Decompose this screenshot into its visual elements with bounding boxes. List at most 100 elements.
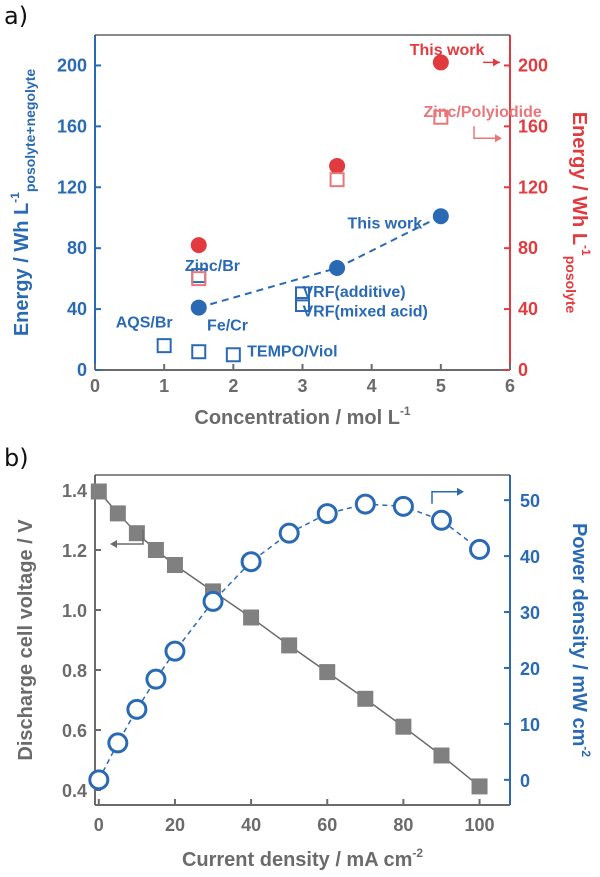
panel-b-left-tick-label: 1.2 [62,541,87,561]
panel-b-point-s1 [430,509,452,531]
panel-b-point-s1 [145,668,167,690]
panel-a-left-axis-title: Energy / Wh L-1posolyte+negolyte [8,69,38,337]
panel-a-left-tick-label: 120 [57,177,87,197]
panel-a-annotation-4: AQS/Br [116,314,173,331]
panel-a-right-tick-label: 120 [518,177,548,197]
panel-a-left-axis-title-sub: posolyte+negolyte [22,69,38,193]
panel-b-right-tick-label: 0 [520,771,530,791]
panel-b-point-s0 [395,718,412,735]
panel-b-point-s0 [319,664,336,681]
panel-b-right-tick-label: 20 [520,659,540,679]
panel-a-x-tick-label: 6 [505,376,515,396]
panel-a-point-s1 [191,344,207,360]
panel-b-arrow-power-head [457,487,464,496]
panel-b-x-tick-label: 20 [165,815,185,835]
panel-a-x-tick-label: 2 [228,376,238,396]
panel-a-point-s2 [190,237,207,254]
panel-a-point-s2 [432,54,449,71]
panel-a-arrow-this-work-head [493,58,500,67]
panel-a-right-axis-title-main: Energy / Wh L [568,112,590,245]
panel-a-point-s3 [191,271,207,287]
panel-a-label: a) [4,2,28,30]
panel-b-left-tick-label: 1.0 [62,601,87,621]
panel-b-point-s1 [164,640,186,662]
panel-b-point-s0 [147,542,164,558]
panel-a-x-tick-label: 4 [367,376,377,396]
panel-a-trend-line [198,215,442,309]
panel-a-annotation-1: Zinc/Polyiodide [424,104,542,121]
panel-a-right-tick-label: 40 [518,299,538,319]
panel-a-point-s3 [329,172,345,188]
panel-b-point-s0 [166,557,183,573]
panel-a-left-tick-label: 0 [77,360,87,380]
panel-a-annotation-3: Zinc/Br [185,258,240,275]
panel-b-arrow-power-shaft [431,491,458,504]
panel-b-x-tick-label: 80 [393,815,413,835]
panel-b-point-s1 [240,551,262,573]
panel-a-annotation-2: This work [347,215,422,232]
panel-b-point-s0 [281,637,298,654]
panel-b-point-s0 [471,778,488,795]
panel-a-arrow-polyiodide-shaft [473,126,498,139]
panel-b-right-tick-label: 40 [520,547,540,567]
panel-a-left-tick-label: 200 [57,55,87,75]
panel-b-point-s0 [357,690,374,707]
panel-b-left-tick-label: 0.4 [62,781,87,801]
panel-a-annotation-6: TEMPO/Viol [247,343,337,360]
panel-a-x-axis-title-sup: -1 [400,404,411,418]
panel-a-left-tick-label: 160 [57,116,87,136]
panel-b: b) 0 20 40 60 80 100 0.4 0.6 0.8 1.0 1.2 1.4 0 10 20 30 4… [4,444,593,871]
panel-b-right-axis-title-sup: -2 [579,746,593,757]
panel-a-point-s1 [156,338,172,354]
panel-b-right-tick-label: 10 [520,715,540,735]
panel-b-point-s0 [243,609,260,626]
panel-a-arrow-polyiodide-head [495,134,502,143]
panel-b-right-tick-label: 30 [520,603,540,623]
panel-b-x-tick-label: 40 [241,815,261,835]
panel-a-point-s0 [329,259,346,276]
panel-b-point-s0 [128,525,145,542]
panel-a-left-axis-title-main: Energy / Wh L [11,203,33,336]
panel-a-point-s1 [295,297,310,313]
panel-b-left-tick-label: 1.4 [62,481,87,501]
panel-b-point-s1 [469,538,491,560]
panel-a-right-axis-title-sub: posolyte [563,256,579,314]
panel-b-right-axis-title-main: Power density / mW cm [568,523,590,746]
panel-a-right-axis-title-sup: -1 [579,245,593,256]
panel-b-point-s1 [202,590,224,612]
panel-a-left-axis-title-sup: -1 [8,192,22,203]
panel-b-point-s1 [354,493,376,515]
panel-a-x-tick-label: 3 [297,376,307,396]
panel-a-point-s1 [295,286,310,302]
panel-b-x-tick-label: 100 [465,815,495,835]
panel-b-arrow-voltage-head [110,540,117,548]
panel-a: a)0 1 2 3 4 5 60408012016020004080120160200Con… [4,2,593,429]
panel-b-point-s1 [126,698,148,720]
panel-b-x-axis-title: Current density / mA cm-2 [182,846,423,871]
panel-b-point-s0 [109,505,126,522]
panel-a-x-tick-label: 1 [159,376,169,396]
panel-b-left-tick-label: 0.8 [62,661,87,681]
panel-a-right-tick-label: 200 [518,55,548,75]
panel-b-point-s1 [392,495,414,517]
panel-a-left-tick-label: 40 [67,299,87,319]
panel-b-point-s1 [88,769,110,791]
panel-a-annotation-5: Fe/Cr [207,317,248,334]
panel-a-annotation-8: VRF(mixed acid) [303,304,428,321]
panel-b-right-axis-title: Power density / mW cm-2 [568,523,593,757]
panel-a-point-s1 [225,347,241,363]
panel-a-x-axis-title: Concentration / mol L-1 [194,404,411,429]
panel-b-x-tick-label: 60 [317,815,337,835]
panel-b-x-tick-label: 0 [94,815,104,835]
panel-a-point-s0 [432,208,449,225]
panel-b-point-s0 [90,483,107,500]
panel-b-x-axis-title-sup: -2 [412,846,423,860]
panel-a-right-tick-label: 0 [518,360,528,380]
panel-b-x-axis-title-main: Current density / mA cm [182,849,412,871]
panel-b-label: b) [4,444,29,472]
panel-b-left-tick-label: 0.6 [62,721,87,741]
panel-a-x-tick-label: 0 [90,376,100,396]
panel-b-left-axis-title: Discharge cell voltage / V [15,519,37,761]
panel-a-annotation-0: This work [410,42,485,59]
